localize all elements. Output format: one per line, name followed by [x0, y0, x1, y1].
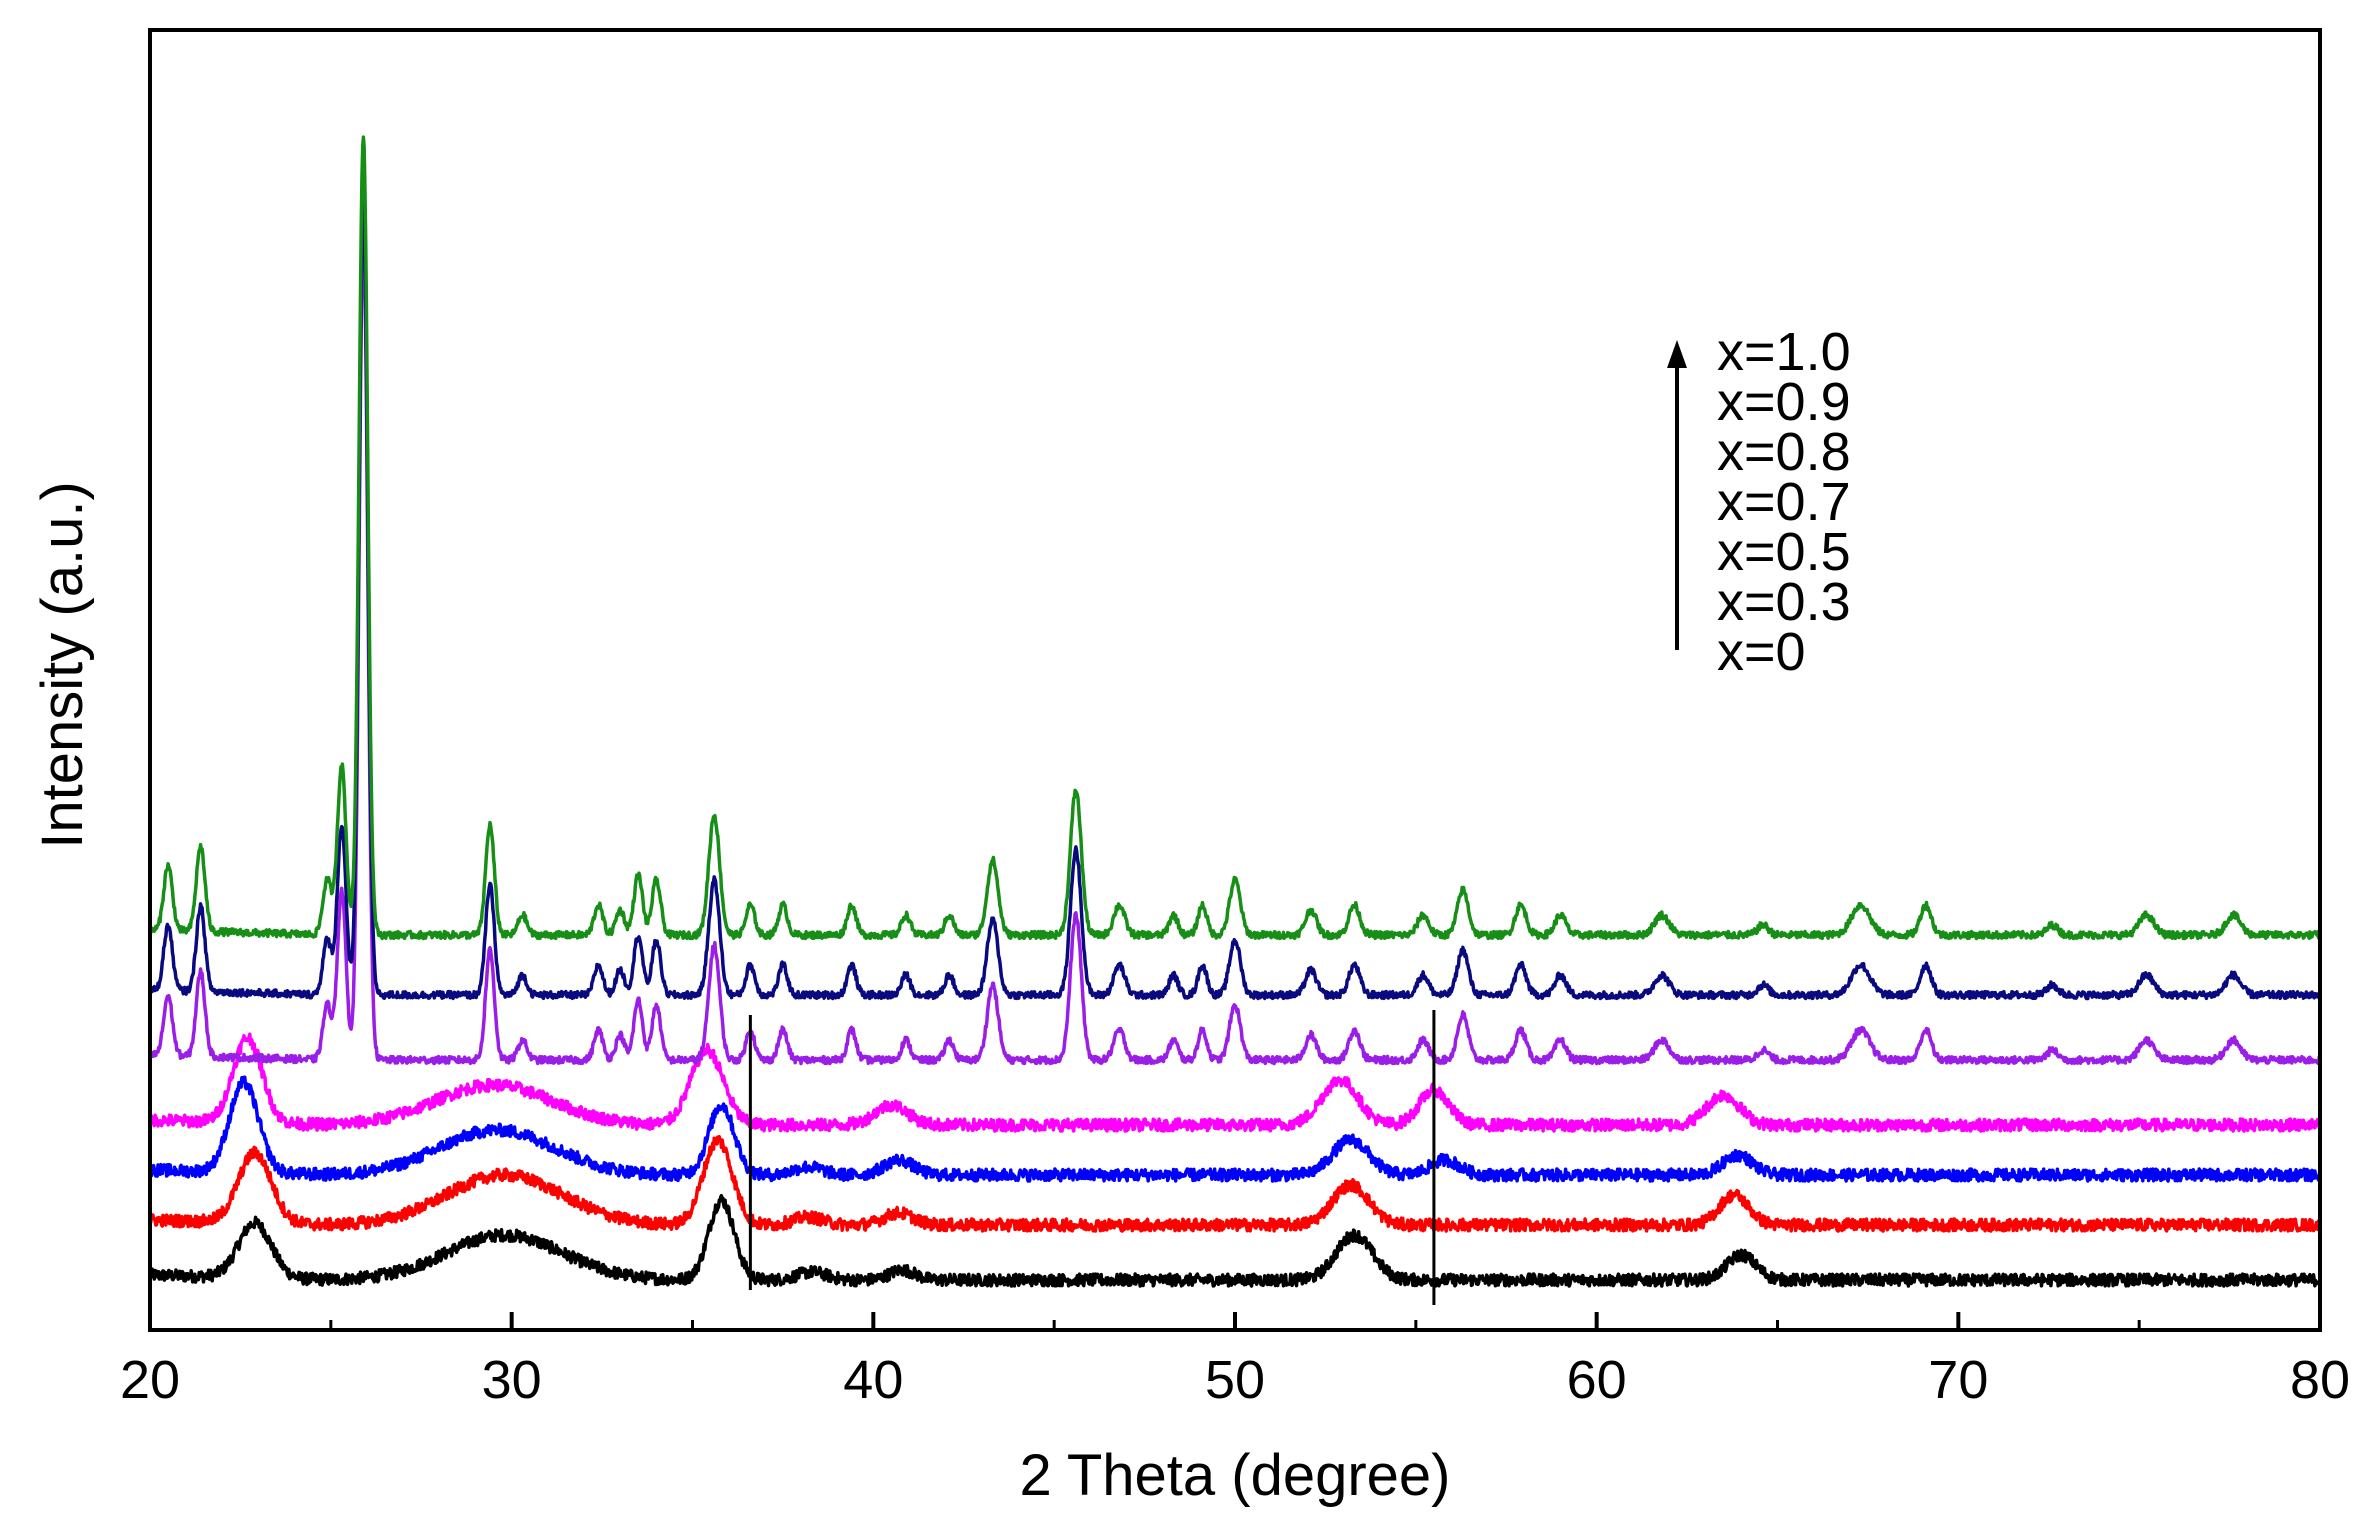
- x-axis-title: 2 Theta (degree): [1020, 1443, 1451, 1508]
- series-group: [148, 135, 2322, 1288]
- legend-entry: x=0.8: [1717, 422, 1851, 482]
- x-tick-label: 50: [1205, 1350, 1265, 1410]
- series-line-x-0-8: [148, 227, 2322, 1066]
- series-line-x-0: [148, 1193, 2322, 1288]
- x-tick-label: 20: [120, 1350, 180, 1410]
- legend: x=1.0x=0.9x=0.8x=0.7x=0.5x=0.3x=0: [1667, 322, 1851, 682]
- y-axis-title: Intensity (a.u.): [30, 481, 95, 848]
- x-tick-label: 70: [1928, 1350, 1988, 1410]
- legend-entry: x=1.0: [1717, 322, 1851, 382]
- series-line-x-0-9: [148, 191, 2322, 1001]
- series-line-x-0-3: [148, 1134, 2322, 1233]
- series-line-x-0-7: [148, 1032, 2322, 1133]
- x-tick-label: 40: [843, 1350, 903, 1410]
- legend-arrow-icon: [1667, 340, 1687, 368]
- x-tick-label: 30: [482, 1350, 542, 1410]
- x-tick-label: 60: [1567, 1350, 1627, 1410]
- reference-lines: [748, 1010, 1436, 1305]
- legend-entry: x=0.3: [1717, 572, 1851, 632]
- legend-entry: x=0.5: [1717, 522, 1851, 582]
- series-line-x-0-5: [148, 1075, 2322, 1183]
- legend-entry: x=0: [1717, 622, 1806, 682]
- x-tick-label: 80: [2290, 1350, 2350, 1410]
- legend-entry: x=0.9: [1717, 372, 1851, 432]
- legend-entry: x=0.7: [1717, 472, 1851, 532]
- series-line-x-1-0: [148, 135, 2322, 941]
- x-axis-ticks: 20 30 40 50 60 70 80: [120, 1312, 2350, 1410]
